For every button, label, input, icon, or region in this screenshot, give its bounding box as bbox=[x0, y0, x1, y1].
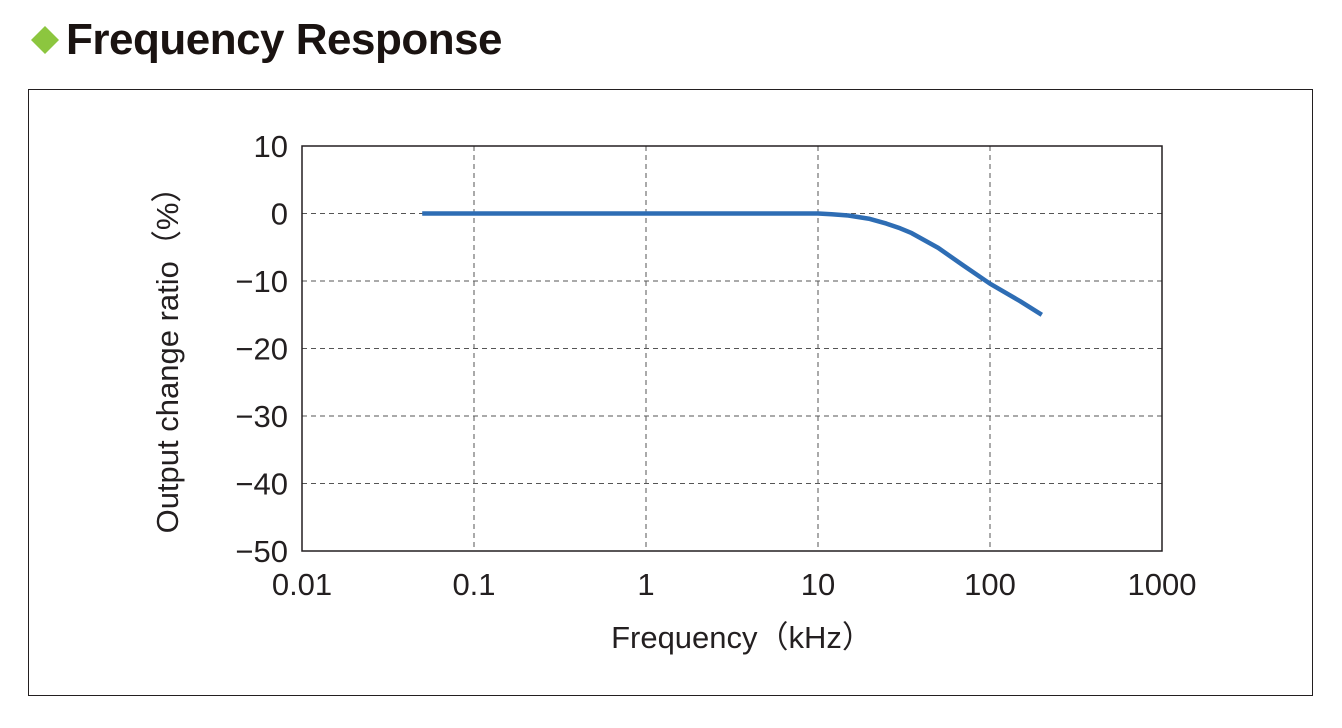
y-axis-title: Output change ratio（%） bbox=[150, 172, 185, 534]
x-tick-label: 1 bbox=[637, 567, 654, 602]
x-tick-label: 1000 bbox=[1128, 567, 1197, 602]
y-tick-label: −50 bbox=[235, 534, 288, 569]
y-tick-label: 10 bbox=[254, 129, 288, 164]
y-tick-label: −10 bbox=[235, 264, 288, 299]
x-tick-label: 100 bbox=[964, 567, 1016, 602]
plot-border bbox=[301, 145, 1163, 552]
green-diamond-icon bbox=[31, 26, 59, 54]
page-header: Frequency Response bbox=[30, 12, 503, 68]
x-tick-label: 0.1 bbox=[452, 567, 495, 602]
x-tick-label: 10 bbox=[801, 567, 835, 602]
y-tick-label: 0 bbox=[271, 197, 288, 232]
grid-lines bbox=[302, 146, 1162, 551]
x-tick-label: 0.01 bbox=[272, 567, 332, 602]
page-title: Frequency Response bbox=[66, 15, 503, 64]
x-axis-title: Frequency（kHz） bbox=[611, 620, 873, 655]
y-tick-label: −30 bbox=[235, 399, 288, 434]
series-layer bbox=[422, 211, 1043, 317]
y-tick-label: −40 bbox=[235, 467, 288, 502]
series-line bbox=[422, 211, 1043, 317]
chart-frame: 0.01 0.1 1 10 100 1000 10 0 −10 −20 −30 −40 −50 Freq… bbox=[28, 89, 1313, 696]
y-tick-label: −20 bbox=[235, 332, 288, 367]
